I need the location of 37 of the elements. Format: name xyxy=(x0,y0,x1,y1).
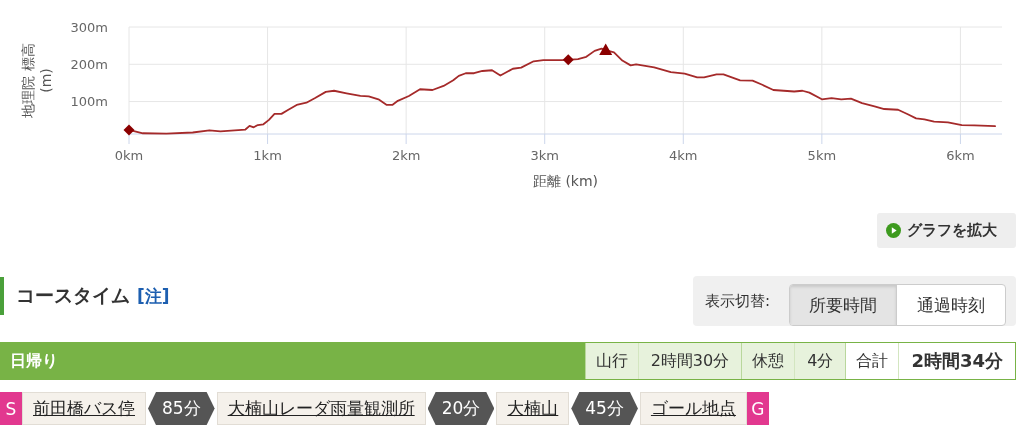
text: グラフを拡大 xyxy=(907,221,997,240)
y-tick-label: 100m xyxy=(70,94,108,110)
text: 前田橋バス停 xyxy=(22,392,146,425)
y-tick-label: 200m xyxy=(70,56,108,72)
x-axis-title: 距離 (km) xyxy=(532,173,599,189)
x-tick-label: 4km xyxy=(669,148,698,163)
x-tick-label: 1km xyxy=(253,148,282,163)
text: [注] xyxy=(137,284,170,308)
text: 85分 xyxy=(148,392,215,425)
text: S xyxy=(0,392,22,425)
y-axis-title: 地理院 標高 (m) xyxy=(19,43,54,119)
text: 4分 xyxy=(807,350,834,372)
text: ゴール地点 xyxy=(639,392,747,425)
text: 2時間34分 xyxy=(911,349,1003,373)
text: 大楠山レーダ雨量観測所 xyxy=(216,392,426,425)
text: 休憩 xyxy=(752,350,785,372)
text: 所要時間 xyxy=(790,285,896,325)
x-tick-label: 0km xyxy=(114,148,144,163)
point xyxy=(562,54,574,66)
text: 20分 xyxy=(427,392,495,425)
y-tick-label: 300m xyxy=(70,19,108,35)
text: 大楠山 xyxy=(496,392,570,425)
text: 2時間30分 xyxy=(650,350,730,372)
point xyxy=(599,43,613,55)
text: 合計 xyxy=(856,350,889,372)
point xyxy=(123,124,135,136)
x-tick-label: 6km xyxy=(946,148,975,163)
text: G xyxy=(746,392,769,425)
text: 表示切替: xyxy=(705,291,771,311)
text: 日帰り xyxy=(9,350,59,372)
x-tick-label: 5km xyxy=(807,148,837,163)
x-tick-label: 3km xyxy=(530,148,559,163)
x-tick-label: 2km xyxy=(391,148,421,163)
text: コースタイム xyxy=(16,283,130,308)
text: 45分 xyxy=(571,392,638,425)
text: 通過時刻 xyxy=(896,285,1005,325)
text: 山行 xyxy=(595,350,628,372)
